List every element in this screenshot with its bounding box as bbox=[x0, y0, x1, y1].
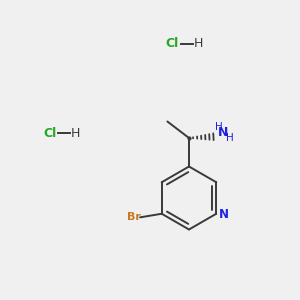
Text: H: H bbox=[194, 37, 204, 50]
Text: N: N bbox=[219, 208, 229, 221]
Text: N: N bbox=[218, 126, 228, 139]
Text: H: H bbox=[71, 127, 81, 140]
Text: H: H bbox=[226, 133, 233, 143]
Text: Cl: Cl bbox=[166, 37, 179, 50]
Text: Br: Br bbox=[127, 212, 140, 222]
Text: Cl: Cl bbox=[43, 127, 56, 140]
Text: H: H bbox=[215, 122, 223, 132]
